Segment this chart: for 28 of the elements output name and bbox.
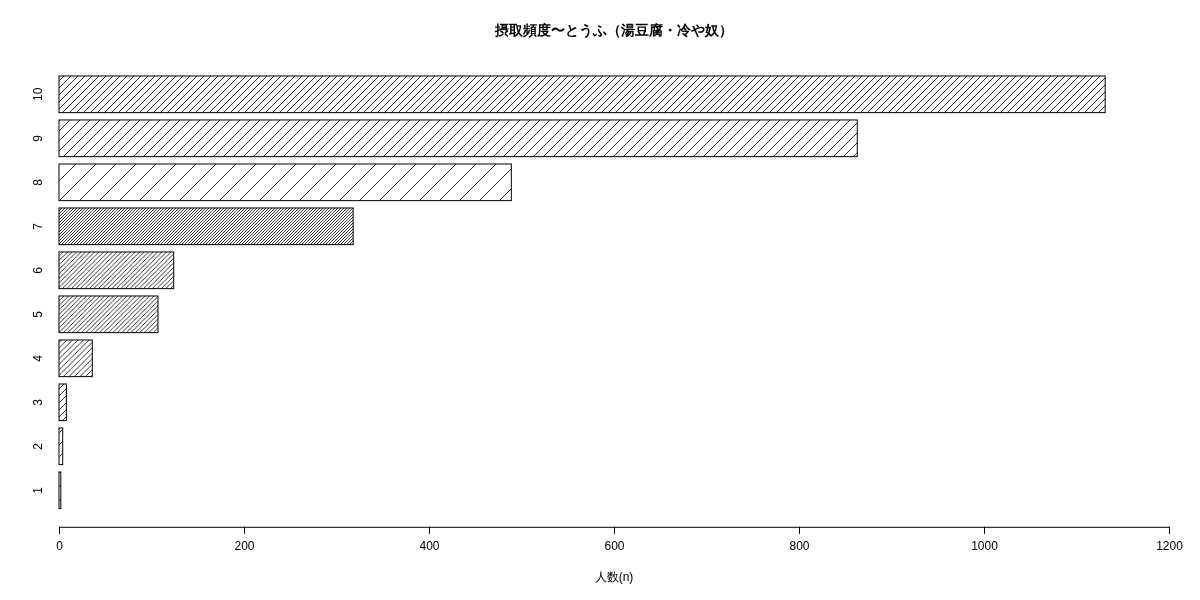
- x-tick-label: 400: [419, 539, 440, 554]
- bar: [58, 207, 354, 246]
- bar: [58, 427, 64, 466]
- x-tick-label: 600: [604, 539, 625, 554]
- chart-title: 摂取頻度〜とうふ（湯豆腐・冷や奴）: [494, 22, 733, 39]
- y-tick-label: 8: [31, 178, 45, 186]
- bar: [58, 339, 93, 378]
- x-axis-title: 人数(n): [594, 570, 634, 584]
- bar: [58, 295, 159, 334]
- bar: [58, 75, 1106, 114]
- y-tick-label: 10: [31, 87, 45, 101]
- y-tick-label: 4: [31, 354, 45, 362]
- y-tick-label: 3: [31, 398, 45, 406]
- bar: [58, 383, 67, 422]
- bar: [58, 251, 175, 290]
- y-tick-label: 9: [31, 134, 45, 142]
- y-tick-label: 5: [31, 310, 45, 318]
- y-tick-label: 1: [31, 486, 45, 494]
- y-tick-label: 2: [31, 442, 45, 450]
- y-tick-label: 6: [31, 266, 45, 274]
- x-tick-label: 200: [234, 539, 255, 554]
- x-tick-label: 1000: [971, 539, 999, 554]
- y-tick-label: 7: [31, 222, 45, 230]
- x-tick-label: 0: [56, 539, 64, 554]
- bar: [58, 163, 512, 202]
- bar: [58, 119, 858, 158]
- x-tick-label: 1200: [1156, 539, 1184, 554]
- x-tick-label: 800: [789, 539, 810, 554]
